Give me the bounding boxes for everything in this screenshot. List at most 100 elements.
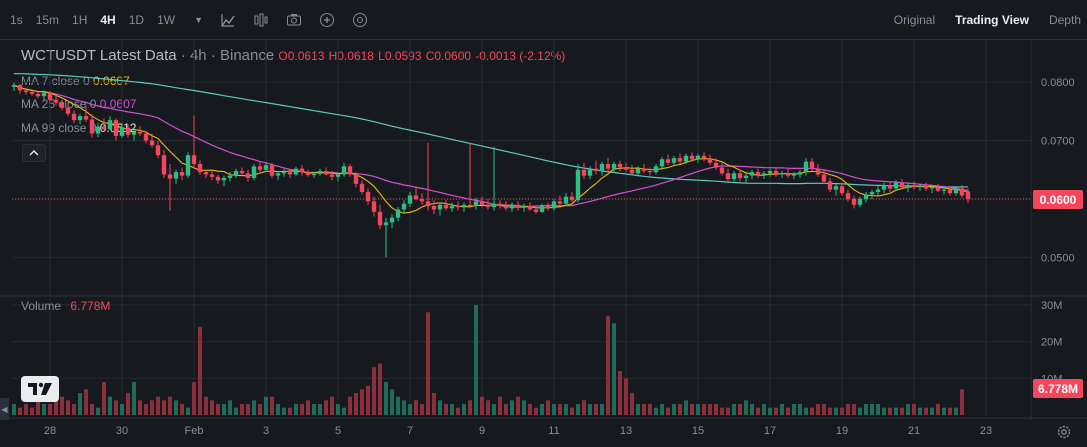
- candle-body: [767, 170, 773, 174]
- tv-logo-icon: [28, 382, 52, 395]
- volume-bar: [864, 403, 868, 415]
- volume-bar: [252, 400, 256, 415]
- volume-bar: [234, 407, 238, 415]
- interval-15m[interactable]: 15m: [35, 12, 60, 27]
- volume-bar: [492, 403, 496, 415]
- candle-body: [695, 155, 701, 160]
- indicators-icon[interactable]: [252, 11, 270, 29]
- candle-body: [935, 187, 941, 191]
- volume-bar: [444, 403, 448, 415]
- volume-bar: [552, 403, 556, 415]
- interval-4h[interactable]: 4H: [100, 12, 116, 27]
- candle-body: [53, 99, 59, 103]
- candle-body: [401, 203, 407, 210]
- candle-body: [215, 176, 221, 181]
- candle-body: [281, 172, 287, 174]
- chart-type-icon[interactable]: [219, 11, 237, 29]
- candle-body: [845, 193, 851, 199]
- volume-bar: [462, 403, 466, 415]
- chart-settings-button[interactable]: [1051, 421, 1077, 443]
- add-icon[interactable]: [318, 11, 336, 29]
- candle-body: [737, 173, 743, 178]
- interval-1h[interactable]: 1H: [72, 12, 88, 27]
- candle-body: [749, 172, 755, 176]
- candle-body: [803, 161, 809, 173]
- time-tick-label: 21: [908, 425, 920, 437]
- candle-body: [869, 191, 875, 195]
- volume-bar: [60, 396, 64, 415]
- symbol-title: WCTUSDT Latest Data: [21, 47, 177, 64]
- volume-bar: [660, 403, 664, 415]
- volume-bar: [216, 403, 220, 415]
- candle-body: [929, 187, 935, 189]
- time-tick-label: 13: [620, 425, 632, 437]
- volume-bar: [306, 400, 310, 415]
- volume-bar: [168, 396, 172, 415]
- volume-bar: [540, 403, 544, 415]
- candle-body: [347, 166, 353, 175]
- candle-body: [437, 204, 443, 210]
- candle-body: [773, 170, 779, 175]
- volume-bar: [732, 403, 736, 415]
- volume-bar: [606, 315, 610, 415]
- volume-bar: [132, 381, 136, 415]
- candle-body: [107, 120, 113, 129]
- volume-bar: [102, 381, 106, 415]
- settings-icon[interactable]: [351, 11, 369, 29]
- screenshot-icon[interactable]: [285, 11, 303, 29]
- volume-bar: [36, 400, 40, 415]
- view-trading-view[interactable]: Trading View: [955, 13, 1029, 27]
- volume-bar: [456, 407, 460, 415]
- view-depth[interactable]: Depth: [1048, 13, 1081, 27]
- volume-bar: [66, 400, 70, 415]
- candle-body: [905, 184, 911, 188]
- candle-body: [539, 206, 545, 212]
- candle-body: [809, 161, 815, 169]
- candle-body: [167, 174, 173, 179]
- volume-bar: [258, 403, 262, 415]
- volume-bar: [420, 403, 424, 415]
- candle-body: [857, 199, 863, 205]
- candle-body: [941, 189, 947, 191]
- volume-bar: [696, 403, 700, 415]
- candle-body: [89, 119, 95, 134]
- candle-body: [899, 182, 905, 188]
- volume-bar: [96, 407, 100, 415]
- volume-bar: [516, 396, 520, 415]
- volume-bar: [876, 403, 880, 415]
- collapse-legend-button[interactable]: [22, 144, 46, 162]
- candle-body: [677, 158, 683, 162]
- scroll-left-button[interactable]: ◀: [0, 398, 9, 420]
- candle-body: [479, 201, 485, 205]
- interval-1w[interactable]: 1W: [157, 12, 176, 27]
- more-intervals-icon[interactable]: ▼: [194, 14, 203, 25]
- volume-bar: [780, 403, 784, 415]
- candle-body: [725, 173, 731, 180]
- view-original[interactable]: Original: [893, 13, 936, 27]
- candle-body: [449, 206, 455, 209]
- interval-1d[interactable]: 1D: [128, 12, 145, 27]
- candle-body: [371, 201, 377, 212]
- volume-bar: [930, 407, 934, 415]
- candle-body: [419, 199, 425, 202]
- tradingview-logo[interactable]: [21, 376, 59, 402]
- volume-bar: [816, 403, 820, 415]
- volume-bar: [654, 407, 658, 415]
- candle-body: [521, 206, 527, 208]
- volume-bar: [372, 367, 376, 415]
- candle-body: [221, 177, 227, 181]
- volume-bar: [558, 403, 562, 415]
- price-tick-label: 0.0500: [1041, 252, 1075, 264]
- volume-bar: [222, 403, 226, 415]
- volume-bar: [510, 400, 514, 415]
- low-value: L0.0593: [378, 49, 422, 63]
- candle-body: [269, 165, 275, 176]
- volume-bar: [624, 378, 628, 415]
- candle-body: [149, 140, 155, 146]
- candle-body: [395, 209, 401, 218]
- chart-toolbar: 1s 15m 1H 4H 1D 1W ▼ Original Trading View Dept…: [0, 0, 1087, 40]
- exchange-label: Binance: [219, 47, 275, 64]
- interval-1s[interactable]: 1s: [10, 12, 23, 27]
- last-price-tag: 0.0600: [1033, 190, 1083, 209]
